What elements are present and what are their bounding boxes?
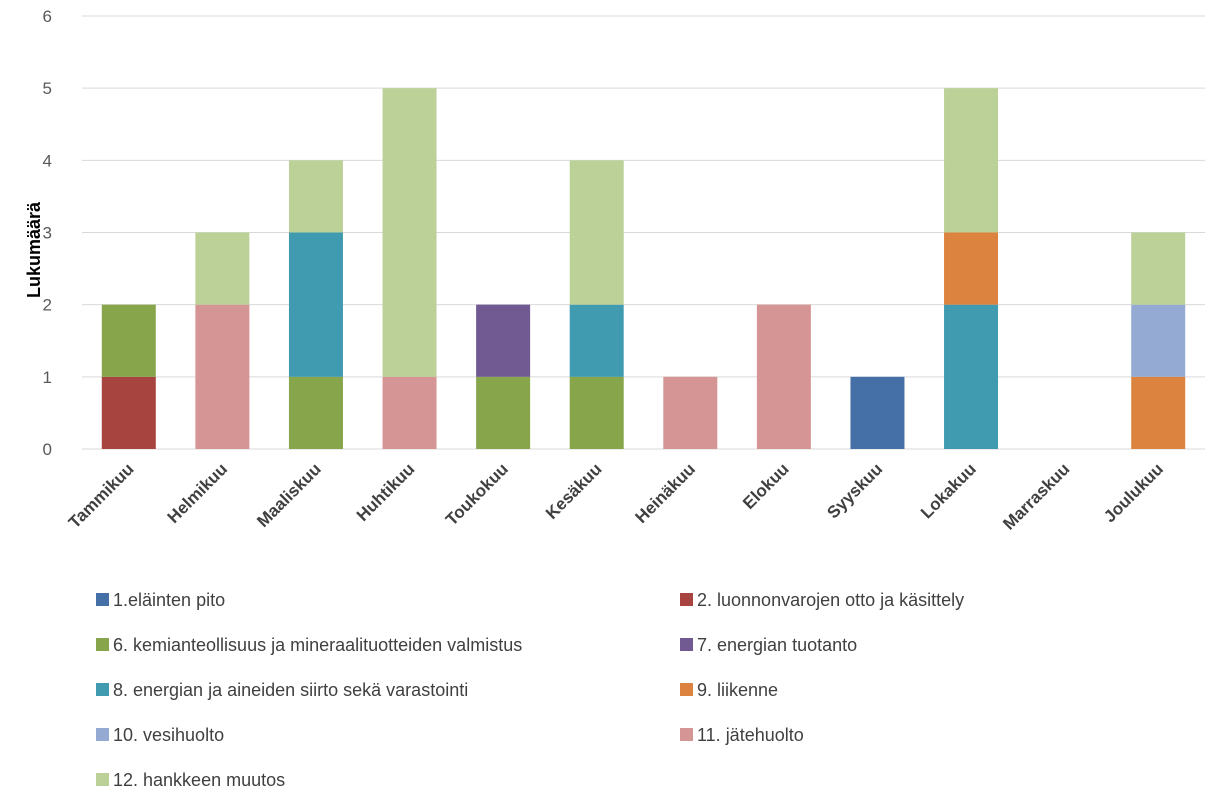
x-tick-label: Toukokuu (442, 459, 512, 529)
bar-segment (944, 88, 999, 233)
y-tick-label: 2 (43, 296, 52, 315)
legend-label: 6. kemianteollisuus ja mineraalituotteid… (113, 635, 522, 655)
bar-segment (195, 232, 250, 305)
x-tick-label: Helmikuu (164, 459, 232, 527)
bar-segment (850, 376, 905, 449)
bar-segment (288, 376, 343, 449)
bar-segment (569, 376, 624, 449)
bar-segment (663, 376, 718, 449)
bar-segment (476, 376, 531, 449)
legend-label: 11. jätehuolto (697, 725, 804, 745)
bar-segment (569, 304, 624, 377)
x-axis-ticks: Tammikuu Helmikuu Maaliskuu Huhtikuu Toukoku… (65, 459, 1167, 533)
y-tick-label: 0 (43, 440, 52, 459)
x-tick-label: Elokuu (739, 459, 793, 513)
x-tick-label: Maaliskuu (253, 459, 325, 531)
bar-segment (1131, 232, 1186, 305)
bar-segment (288, 160, 343, 233)
x-tick-label: Tammikuu (65, 459, 138, 532)
bar-segment (195, 304, 250, 449)
legend-swatch (680, 683, 693, 696)
bar-segment (101, 304, 156, 377)
x-tick-label: Huhtikuu (353, 459, 419, 525)
legend-label: 10. vesihuolto (113, 725, 224, 745)
x-tick-label: Syyskuu (823, 459, 886, 522)
legend-swatch (680, 593, 693, 606)
legend-swatch (96, 683, 109, 696)
bar-segment (288, 232, 343, 377)
y-tick-label: 4 (43, 151, 52, 170)
grid (82, 15, 1205, 450)
legend-swatch (96, 773, 109, 786)
bar-segment (944, 304, 999, 449)
y-axis-ticks: 0 1 2 3 4 5 6 (43, 7, 52, 459)
legend-swatch (680, 638, 693, 651)
legend-swatch (96, 638, 109, 651)
bar-segment (101, 376, 156, 449)
y-tick-label: 1 (43, 368, 52, 387)
x-tick-label: Marraskuu (999, 459, 1073, 533)
y-tick-label: 3 (43, 224, 52, 243)
legend-swatch (96, 728, 109, 741)
x-tick-label: Joulukuu (1100, 459, 1167, 526)
legend-swatch (96, 593, 109, 606)
bars (101, 88, 1186, 449)
bar-segment (569, 160, 624, 305)
x-tick-label: Heinäkuu (632, 459, 700, 527)
legend-label: 7. energian tuotanto (697, 635, 857, 655)
bar-segment (944, 232, 999, 305)
legend-label: 12. hankkeen muutos (113, 770, 285, 789)
y-axis-title: Lukumäärä (24, 201, 44, 298)
legend-label: 1.eläinten pito (113, 590, 225, 610)
y-tick-label: 5 (43, 79, 52, 98)
bar-segment (756, 304, 811, 449)
bar-segment (476, 304, 531, 377)
legend-swatch (680, 728, 693, 741)
legend: 1.eläinten pito 2. luonnonvarojen otto ja… (96, 590, 964, 789)
legend-label: 8. energian ja aineiden siirto sekä vara… (113, 680, 468, 700)
bar-segment (382, 376, 437, 449)
y-tick-label: 6 (43, 7, 52, 26)
legend-label: 2. luonnonvarojen otto ja käsittely (697, 590, 964, 610)
x-tick-label: Lokakuu (917, 459, 980, 522)
bar-segment (1131, 304, 1186, 377)
legend-label: 9. liikenne (697, 680, 778, 700)
bar-segment (1131, 376, 1186, 449)
x-tick-label: Kesäkuu (542, 459, 606, 523)
bar-segment (382, 88, 437, 377)
